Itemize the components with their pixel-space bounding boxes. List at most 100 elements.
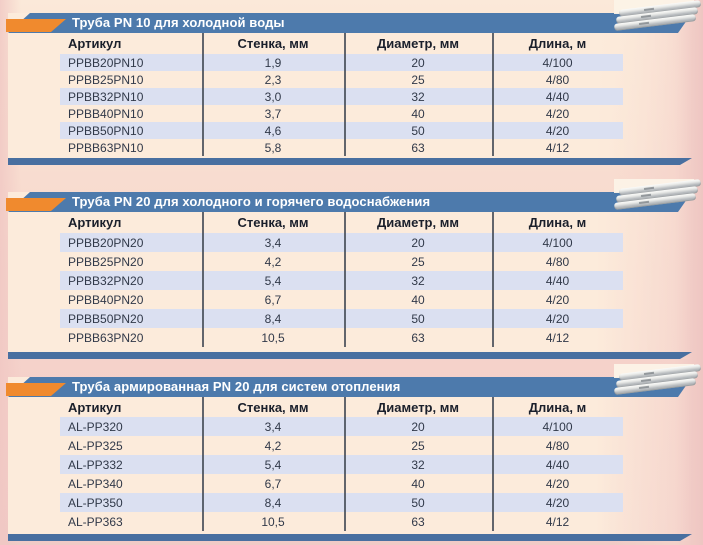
column-header: Артикул <box>68 399 122 415</box>
value-cell: 20 <box>411 235 425 250</box>
column-divider-line <box>202 33 204 156</box>
article-cell: PPBB63PN10 <box>68 140 144 155</box>
column-divider-line <box>492 212 494 347</box>
table-row: PPBB20PN20 3,4 20 4/100 <box>60 233 623 252</box>
value-cell: 25 <box>411 438 425 453</box>
orange-flag-accent <box>6 19 66 32</box>
section-bottom-bar <box>8 352 692 359</box>
section-title: Труба PN 10 для холодной воды <box>72 15 285 30</box>
table-row: PPBB25PN20 4,2 25 4/80 <box>60 252 623 271</box>
value-cell: 4/20 <box>545 123 570 138</box>
section-title: Труба армированная PN 20 для систем отоп… <box>72 379 401 394</box>
article-cell: PPBB50PN20 <box>68 311 144 326</box>
table-row: PPBB63PN20 10,5 63 4/12 <box>60 328 623 347</box>
column-divider-line <box>202 212 204 347</box>
article-cell: AL-PP350 <box>68 495 123 510</box>
article-cell: AL-PP332 <box>68 457 123 472</box>
value-cell: 20 <box>411 419 425 434</box>
value-cell: 4/80 <box>545 254 570 269</box>
article-cell: AL-PP363 <box>68 514 123 529</box>
column-header: Длина, м <box>528 215 587 230</box>
value-cell: 25 <box>411 72 425 87</box>
column-header: Артикул <box>68 215 122 230</box>
value-cell: 8,4 <box>264 495 282 510</box>
value-cell: 4/12 <box>545 140 570 155</box>
value-cell: 4/40 <box>545 273 570 288</box>
table-row: AL-PP332 5,4 32 4/40 <box>60 455 623 474</box>
column-divider-line <box>492 33 494 156</box>
value-cell: 3,4 <box>264 419 282 434</box>
value-cell: 4,2 <box>264 438 282 453</box>
value-cell: 4/100 <box>542 235 573 250</box>
article-cell: PPBB25PN10 <box>68 72 144 87</box>
table-row: AL-PP320 3,4 20 4/100 <box>60 417 623 436</box>
value-cell: 3,7 <box>264 106 282 121</box>
article-cell: AL-PP320 <box>68 419 123 434</box>
value-cell: 25 <box>411 254 425 269</box>
value-cell: 2,3 <box>264 72 282 87</box>
article-cell: PPBB63PN20 <box>68 330 144 345</box>
value-cell: 4/20 <box>545 476 570 491</box>
value-cell: 50 <box>411 123 425 138</box>
table-row: AL-PP325 4,2 25 4/80 <box>60 436 623 455</box>
section-bottom-bar <box>8 158 692 165</box>
article-cell: PPBB20PN10 <box>68 55 144 70</box>
table-pn20-reinforced-heating: Труба армированная PN 20 для систем отоп… <box>6 364 702 541</box>
table-row: PPBB25PN10 2,3 25 4/80 <box>60 71 623 88</box>
value-cell: 63 <box>411 514 425 529</box>
table-row: PPBB63PN10 5,8 63 4/12 <box>60 139 623 156</box>
value-cell: 40 <box>411 292 425 307</box>
article-cell: PPBB32PN10 <box>68 89 144 104</box>
table-row: AL-PP363 10,5 63 4/12 <box>60 512 623 531</box>
value-cell: 4/20 <box>545 495 570 510</box>
column-header: Артикул <box>68 36 122 51</box>
table-pn20-cold-hot-water: Труба PN 20 для холодного и горячего вод… <box>6 179 702 359</box>
article-cell: AL-PP340 <box>68 476 123 491</box>
value-cell: 50 <box>411 495 425 510</box>
table-row: AL-PP340 6,7 40 4/20 <box>60 474 623 493</box>
article-cell: PPBB20PN20 <box>68 235 144 250</box>
table-row: PPBB20PN10 1,9 20 4/100 <box>60 54 623 71</box>
table-row: PPBB40PN20 6,7 40 4/20 <box>60 290 623 309</box>
column-divider-line <box>344 212 346 347</box>
table-row: PPBB32PN10 3,0 32 4/40 <box>60 88 623 105</box>
table-header-row: Артикул Стенка, мм Диаметр, мм Длина, м <box>60 33 623 54</box>
value-cell: 3,4 <box>264 235 282 250</box>
value-cell: 10,5 <box>261 330 285 345</box>
table-row: PPBB32PN20 5,4 32 4/40 <box>60 271 623 290</box>
value-cell: 63 <box>411 140 425 155</box>
column-header: Стенка, мм <box>237 399 309 415</box>
value-cell: 6,7 <box>264 292 282 307</box>
value-cell: 4/20 <box>545 311 570 326</box>
column-header: Стенка, мм <box>237 36 309 51</box>
column-divider-line <box>344 397 346 531</box>
value-cell: 32 <box>411 457 425 472</box>
article-cell: PPBB40PN10 <box>68 106 144 121</box>
pipes-photo-icon <box>613 364 702 402</box>
value-cell: 4/12 <box>545 330 570 345</box>
table-row: PPBB40PN10 3,7 40 4/20 <box>60 105 623 122</box>
value-cell: 63 <box>411 330 425 345</box>
table-pn10-cold-water: Труба PN 10 для холодной воды Артикул Стен… <box>6 0 702 165</box>
value-cell: 4/20 <box>545 292 570 307</box>
column-header: Диаметр, мм <box>377 215 459 230</box>
value-cell: 40 <box>411 476 425 491</box>
column-divider-line <box>202 397 204 531</box>
value-cell: 32 <box>411 89 425 104</box>
table-row: PPBB50PN10 4,6 50 4/20 <box>60 122 623 139</box>
table-row: AL-PP350 8,4 50 4/20 <box>60 493 623 512</box>
value-cell: 6,7 <box>264 476 282 491</box>
column-header: Диаметр, мм <box>377 399 459 415</box>
value-cell: 40 <box>411 106 425 121</box>
value-cell: 4,2 <box>264 254 282 269</box>
article-cell: PPBB40PN20 <box>68 292 144 307</box>
orange-flag-accent <box>6 383 66 396</box>
value-cell: 5,4 <box>264 457 282 472</box>
value-cell: 4,6 <box>264 123 282 138</box>
article-cell: AL-PP325 <box>68 438 123 453</box>
orange-flag-accent <box>6 198 66 211</box>
column-divider-line <box>344 33 346 156</box>
value-cell: 3,0 <box>264 89 282 104</box>
column-header: Длина, м <box>528 36 587 51</box>
